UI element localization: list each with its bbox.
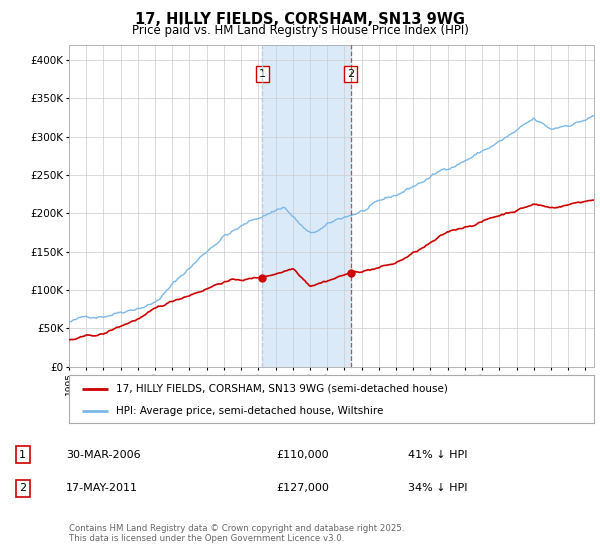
Text: HPI: Average price, semi-detached house, Wiltshire: HPI: Average price, semi-detached house,… [116,406,383,416]
Point [257,273,266,282]
Text: £110,000: £110,000 [276,450,329,460]
Text: 30-MAR-2006: 30-MAR-2006 [66,450,140,460]
Text: 2: 2 [347,69,355,79]
Text: 17, HILLY FIELDS, CORSHAM, SN13 9WG: 17, HILLY FIELDS, CORSHAM, SN13 9WG [135,12,465,27]
Text: Price paid vs. HM Land Registry's House Price Index (HPI): Price paid vs. HM Land Registry's House … [131,24,469,36]
Text: 17-MAY-2011: 17-MAY-2011 [66,483,138,493]
Text: 2: 2 [19,483,26,493]
Text: 17, HILLY FIELDS, CORSHAM, SN13 9WG (semi-detached house): 17, HILLY FIELDS, CORSHAM, SN13 9WG (sem… [116,384,448,394]
Text: 34% ↓ HPI: 34% ↓ HPI [408,483,467,493]
Text: Contains HM Land Registry data © Crown copyright and database right 2025.
This d: Contains HM Land Registry data © Crown c… [69,524,404,543]
Text: 1: 1 [259,69,266,79]
Bar [262,45,351,367]
Text: 1: 1 [19,450,26,460]
Point [346,268,356,277]
Text: £127,000: £127,000 [276,483,329,493]
Text: 41% ↓ HPI: 41% ↓ HPI [408,450,467,460]
